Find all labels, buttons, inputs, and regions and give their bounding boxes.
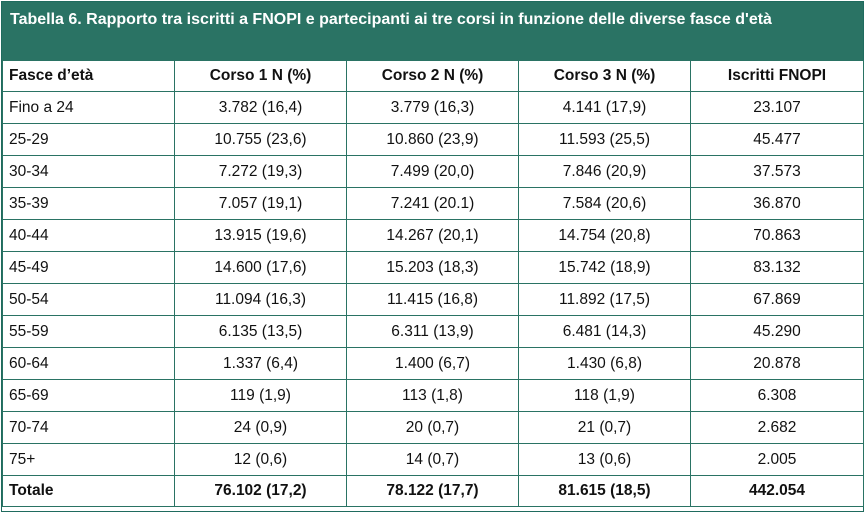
table-row: 35-39 7.057 (19,1) 7.241 (20.1) 7.584 (20,6…: [2, 187, 864, 220]
age-group-cell: 60-64: [2, 347, 175, 380]
header-age-group: Fasce d’età: [2, 60, 175, 92]
course-2-cell: 14 (0,7): [346, 443, 519, 476]
course-1-cell: 11.094 (16,3): [174, 283, 347, 316]
fnopi-members-cell: 2.682: [690, 411, 864, 444]
course-2-cell: 7.241 (20.1): [346, 187, 519, 220]
age-group-cell: 25-29: [2, 123, 175, 156]
table-body: Fino a 24 3.782 (16,4) 3.779 (16,3) 4.141 (…: [2, 91, 864, 507]
header-course-1: Corso 1 N (%): [174, 60, 347, 92]
course-2-cell: 1.400 (6,7): [346, 347, 519, 380]
age-group-cell: Fino a 24: [2, 91, 175, 124]
data-table: Fasce d’età Corso 1 N (%) Corso 2 N (%) Cor…: [2, 60, 864, 507]
course-1-cell: 12 (0,6): [174, 443, 347, 476]
total-row: Totale 76.102 (17,2) 78.122 (17,7) 81.615 (…: [2, 475, 864, 507]
table-row: 55-59 6.135 (13,5) 6.311 (13,9) 6.481 (14,3…: [2, 315, 864, 348]
table-row: 30-34 7.272 (19,3) 7.499 (20,0) 7.846 (20,9…: [2, 155, 864, 188]
table-row: 70-74 24 (0,9) 20 (0,7) 21 (0,7) 2.682: [2, 411, 864, 444]
course-1-cell: 6.135 (13,5): [174, 315, 347, 348]
course-3-cell: 118 (1,9): [518, 379, 691, 412]
age-group-cell: 65-69: [2, 379, 175, 412]
age-group-cell: 70-74: [2, 411, 175, 444]
table-row: 25-29 10.755 (23,6) 10.860 (23,9) 11.593 (2…: [2, 123, 864, 156]
course-3-cell: 7.584 (20,6): [518, 187, 691, 220]
age-group-cell: 55-59: [2, 315, 175, 348]
course-1-cell: 10.755 (23,6): [174, 123, 347, 156]
course-3-cell: 21 (0,7): [518, 411, 691, 444]
course-2-cell: 15.203 (18,3): [346, 251, 519, 284]
course-3-cell: 15.742 (18,9): [518, 251, 691, 284]
table-title: Tabella 6. Rapporto tra iscritti a FNOPI…: [2, 2, 863, 60]
course-3-cell: 11.593 (25,5): [518, 123, 691, 156]
age-group-cell: 75+: [2, 443, 175, 476]
course-1-cell: 7.272 (19,3): [174, 155, 347, 188]
header-row: Fasce d’età Corso 1 N (%) Corso 2 N (%) Cor…: [2, 60, 864, 92]
course-1-cell: 119 (1,9): [174, 379, 347, 412]
course-3-cell: 6.481 (14,3): [518, 315, 691, 348]
course-2-cell: 14.267 (20,1): [346, 219, 519, 252]
total-course-3-cell: 81.615 (18,5): [518, 475, 691, 507]
course-1-cell: 3.782 (16,4): [174, 91, 347, 124]
total-fnopi-members-cell: 442.054: [690, 475, 864, 507]
total-course-1-cell: 76.102 (17,2): [174, 475, 347, 507]
fnopi-members-cell: 45.290: [690, 315, 864, 348]
fnopi-members-cell: 70.863: [690, 219, 864, 252]
table-row: 50-54 11.094 (16,3) 11.415 (16,8) 11.892 (1…: [2, 283, 864, 316]
course-2-cell: 10.860 (23,9): [346, 123, 519, 156]
table-row: 40-44 13.915 (19,6) 14.267 (20,1) 14.754 (2…: [2, 219, 864, 252]
course-1-cell: 13.915 (19,6): [174, 219, 347, 252]
course-1-cell: 24 (0,9): [174, 411, 347, 444]
header-fnopi-members: Iscritti FNOPI: [690, 60, 864, 92]
age-group-cell: 30-34: [2, 155, 175, 188]
table-row: 60-64 1.337 (6,4) 1.400 (6,7) 1.430 (6,8) 20…: [2, 347, 864, 380]
age-group-cell: 50-54: [2, 283, 175, 316]
header-course-3: Corso 3 N (%): [518, 60, 691, 92]
fnopi-members-cell: 45.477: [690, 123, 864, 156]
course-1-cell: 1.337 (6,4): [174, 347, 347, 380]
fnopi-members-cell: 23.107: [690, 91, 864, 124]
course-1-cell: 7.057 (19,1): [174, 187, 347, 220]
table-row: 45-49 14.600 (17,6) 15.203 (18,3) 15.742 (1…: [2, 251, 864, 284]
fnopi-members-cell: 67.869: [690, 283, 864, 316]
course-3-cell: 4.141 (17,9): [518, 91, 691, 124]
table-row: 65-69 119 (1,9) 113 (1,8) 118 (1,9) 6.308: [2, 379, 864, 412]
total-label: Totale: [2, 475, 175, 507]
fnopi-members-cell: 20.878: [690, 347, 864, 380]
course-1-cell: 14.600 (17,6): [174, 251, 347, 284]
fnopi-members-cell: 83.132: [690, 251, 864, 284]
age-group-cell: 40-44: [2, 219, 175, 252]
age-group-cell: 45-49: [2, 251, 175, 284]
table-row: 75+ 12 (0,6) 14 (0,7) 13 (0,6) 2.005: [2, 443, 864, 476]
fnopi-members-cell: 2.005: [690, 443, 864, 476]
course-2-cell: 7.499 (20,0): [346, 155, 519, 188]
course-2-cell: 20 (0,7): [346, 411, 519, 444]
course-2-cell: 3.779 (16,3): [346, 91, 519, 124]
course-3-cell: 7.846 (20,9): [518, 155, 691, 188]
course-3-cell: 11.892 (17,5): [518, 283, 691, 316]
total-course-2-cell: 78.122 (17,7): [346, 475, 519, 507]
course-3-cell: 14.754 (20,8): [518, 219, 691, 252]
age-group-cell: 35-39: [2, 187, 175, 220]
course-2-cell: 6.311 (13,9): [346, 315, 519, 348]
course-2-cell: 113 (1,8): [346, 379, 519, 412]
fnopi-members-cell: 6.308: [690, 379, 864, 412]
course-3-cell: 13 (0,6): [518, 443, 691, 476]
header-course-2: Corso 2 N (%): [346, 60, 519, 92]
course-2-cell: 11.415 (16,8): [346, 283, 519, 316]
fnopi-members-cell: 37.573: [690, 155, 864, 188]
course-3-cell: 1.430 (6,8): [518, 347, 691, 380]
table-row: Fino a 24 3.782 (16,4) 3.779 (16,3) 4.141 (…: [2, 91, 864, 124]
fnopi-members-cell: 36.870: [690, 187, 864, 220]
